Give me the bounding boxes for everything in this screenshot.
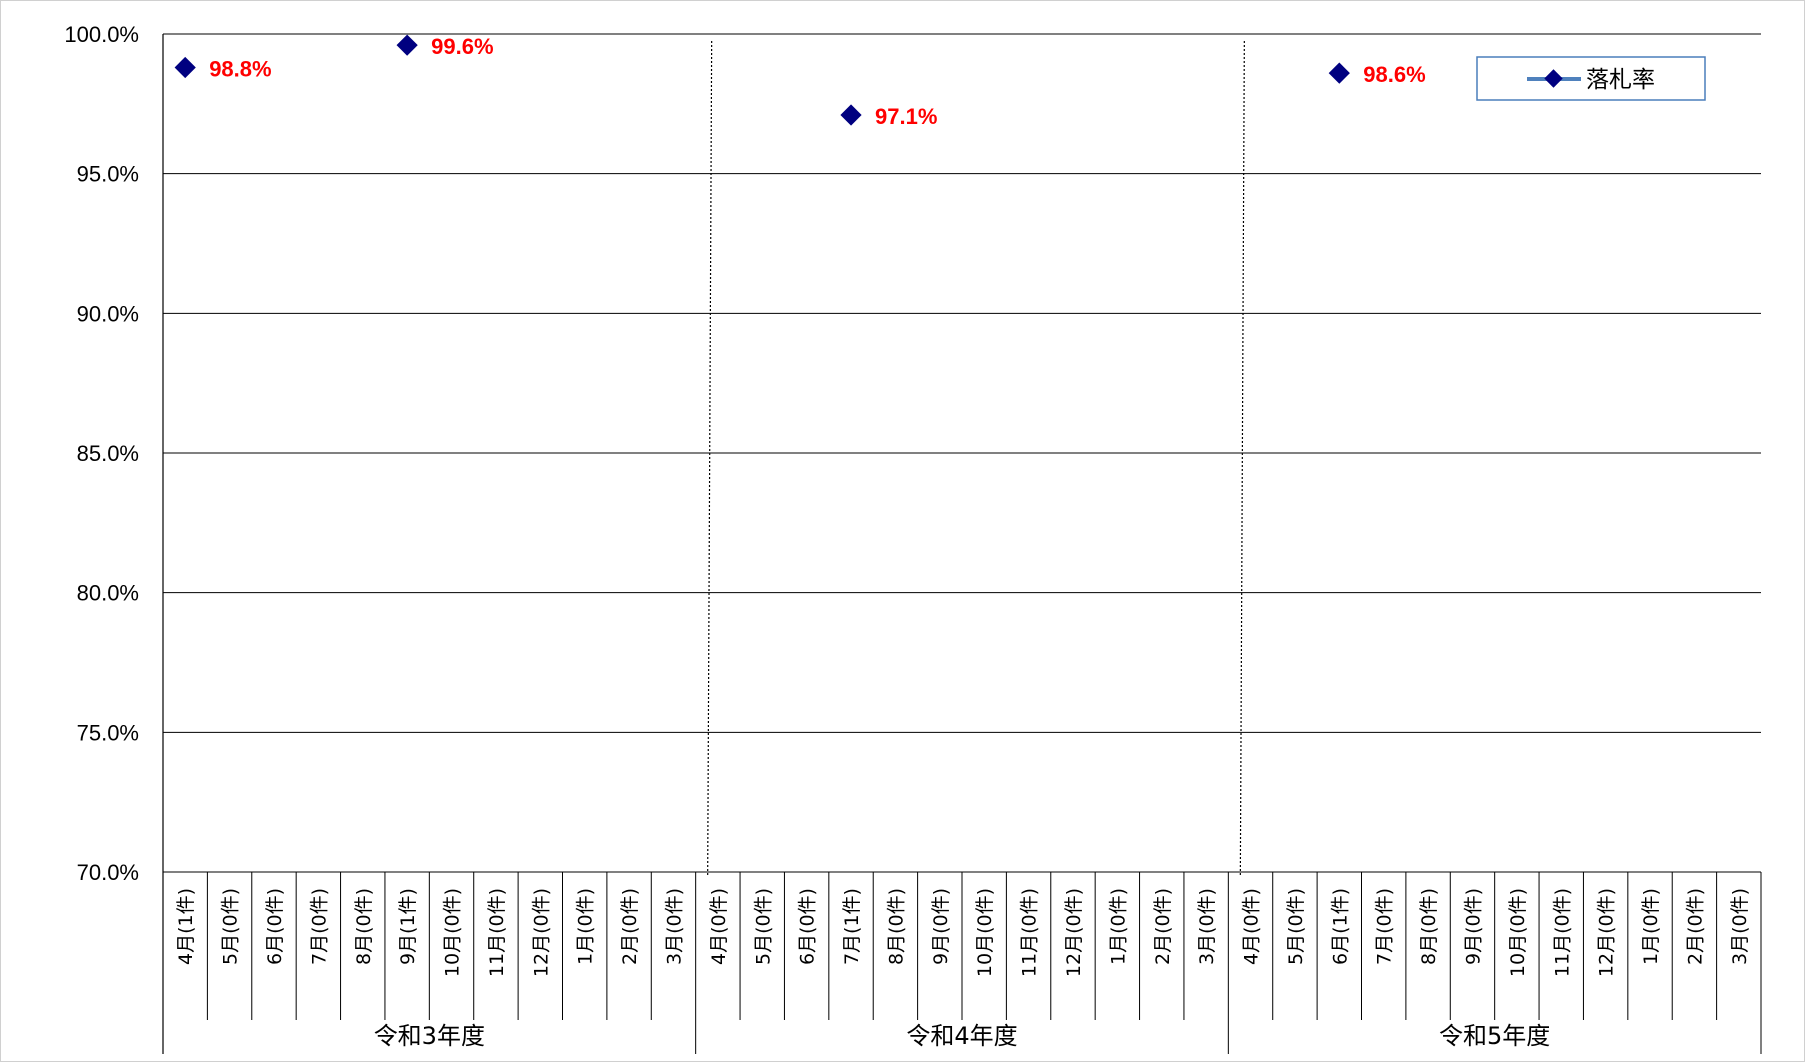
x-tick-label: 10月(0件) [442, 888, 464, 977]
x-tick-label: 4月(0件) [708, 888, 730, 965]
grid-layer [163, 33, 1761, 878]
x-tick-label: 1月(0件) [1107, 888, 1129, 965]
x-tick-label: 3月(0件) [1729, 888, 1751, 965]
x-tick-label: 3月(0件) [663, 888, 685, 965]
label-layer: 98.8% 99.6% 97.1% 98.6% [209, 34, 1426, 129]
x-tick-label: 4月(0件) [1241, 888, 1263, 965]
x-tick-label: 12月(0件) [1596, 888, 1618, 977]
x-tick-label: 5月(0件) [752, 888, 774, 965]
x-tick-label: 8月(0件) [353, 888, 375, 965]
x-tick-label: 9月(0件) [930, 888, 952, 965]
legend-box [1476, 56, 1706, 101]
x-tick-label: 2月(0件) [619, 888, 641, 965]
data-label: 98.6% [1363, 62, 1425, 87]
x-tick-label: 9月(0件) [1462, 888, 1484, 965]
y-tick-label: 80.0% [77, 581, 139, 606]
data-point-diamond [396, 34, 418, 56]
x-tick-label: 7月(0件) [1374, 888, 1396, 965]
legend-diamond-icon [1544, 69, 1563, 88]
data-label: 98.8% [209, 57, 271, 82]
legend-series-label: 落札率 [1586, 67, 1655, 93]
legend: 落札率 [1476, 56, 1706, 101]
data-point-diamond [840, 104, 862, 126]
y-tick-label: 100.0% [64, 22, 139, 47]
y-tick-label: 85.0% [77, 441, 139, 466]
x-tick-label: 6月(1件) [1329, 888, 1351, 965]
x-tick-label: 10月(0件) [1507, 888, 1529, 977]
x-tick-label: 3月(0件) [1196, 888, 1218, 965]
year-divider-dotted [1239, 40, 1245, 878]
data-label: 97.1% [875, 104, 937, 129]
x-tick-label: 12月(0件) [1063, 888, 1085, 977]
y-tick-label: 90.0% [77, 301, 139, 326]
y-tick-label: 95.0% [77, 162, 139, 187]
x-tick-label: 12月(0件) [530, 888, 552, 977]
x-tick-label: 7月(0件) [308, 888, 330, 965]
x-tick-label: 2月(0件) [1152, 888, 1174, 965]
marker-layer [174, 34, 1350, 126]
group-label: 令和4年度 [906, 1022, 1017, 1050]
x-tick-label: 11月(0件) [1019, 888, 1041, 977]
x-tick-label: 7月(1件) [841, 888, 863, 965]
x-tick-label: 6月(0件) [264, 888, 286, 965]
x-tick-label: 4月(1件) [175, 888, 197, 965]
group-label: 令和3年度 [374, 1022, 485, 1050]
x-tick-label: 9月(1件) [397, 888, 419, 965]
data-point-diamond [174, 56, 196, 79]
x-tick-label: 11月(0件) [1551, 888, 1573, 977]
x-tick-label: 8月(0件) [885, 888, 907, 965]
x-tick-label: 10月(0件) [974, 888, 996, 977]
x-tick-label: 1月(0件) [1640, 888, 1662, 965]
x-tick-label: 2月(0件) [1684, 888, 1706, 965]
x-tick-label: 5月(0件) [220, 888, 242, 965]
x-tick-label: 11月(0件) [486, 888, 508, 977]
x-tick-label: 6月(0件) [797, 888, 819, 965]
group-label: 令和5年度 [1439, 1022, 1550, 1050]
axis-layer: 100.0% 95.0% 90.0% 85.0% 80.0% 75.0% 70.0% 4月(1… [64, 22, 1762, 1054]
x-tick-label: 5月(0件) [1285, 888, 1307, 965]
y-tick-label: 70.0% [77, 860, 139, 885]
x-tick-label: 1月(0件) [575, 888, 597, 965]
x-tick-label: 8月(0件) [1418, 888, 1440, 965]
data-label: 99.6% [431, 34, 493, 59]
year-divider-dotted [707, 40, 713, 878]
y-tick-label: 75.0% [77, 720, 139, 745]
data-point-diamond [1328, 62, 1350, 84]
